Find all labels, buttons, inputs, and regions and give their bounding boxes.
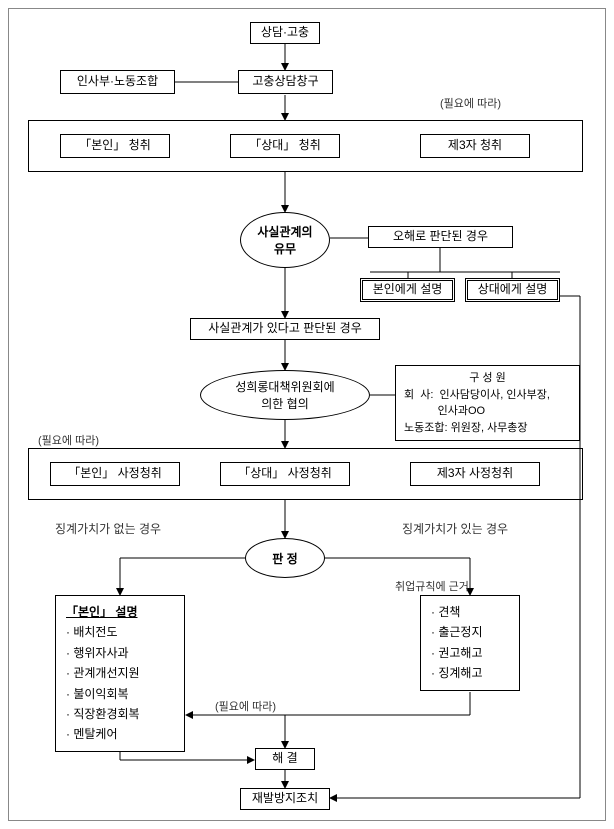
node-members: 구 성 원 회 사: 인사담당이사, 인사부장, 인사과OO 노동조합: 위원장… [395,365,580,441]
node-hr-union: 인사부·노동조합 [60,70,175,94]
note-need-3: (필요에 따라) [215,698,276,714]
node-committee: 성희롱대책위원회에 의한 협의 [200,370,370,420]
right-item: 권고해고 [431,643,509,663]
members-title: 구 성 원 [404,370,571,387]
node-explain-self: 본인에게 설명 [360,278,455,302]
left-item: 행위자사과 [66,643,174,663]
node-hear-third: 제3자 청취 [420,134,530,158]
note-need-2: (필요에 따라) [38,432,99,448]
left-item: 불이익회복 [66,684,174,704]
node-left-actions: 「본인」 설명 배치전도 행위자사과 관계개선지원 불이익회복 직장환경회복 멘… [55,595,185,752]
node-sit-other: 「상대」 사정청취 [220,462,350,486]
note-need-1: (필요에 따라) [440,95,501,111]
node-sit-third: 제3자 사정청취 [410,462,540,486]
left-item: 직장환경회복 [66,704,174,724]
node-hear-self: 「본인」 청취 [60,134,170,158]
node-hear-other: 「상대」 청취 [230,134,340,158]
node-start: 상담·고충 [250,22,320,44]
node-fact: 사실관계의 유무 [240,212,330,268]
node-judge: 판 정 [245,538,325,578]
left-title: 「본인」 설명 [66,602,174,622]
node-resolve: 해 결 [255,748,315,770]
right-item: 출근정지 [431,622,509,642]
node-explain-other: 상대에게 설명 [465,278,560,302]
left-item: 멘탈케어 [66,724,174,744]
left-item: 배치전도 [66,622,174,642]
node-prevent: 재발방지조치 [240,788,330,810]
node-counsel: 고충상담창구 [238,70,333,94]
node-fact-yes: 사실관계가 있다고 판단된 경우 [190,318,380,340]
members-union: 노동조합: 위원장, 사무총장 [404,420,571,437]
right-item: 징계해고 [431,663,509,683]
label-no-discipline: 징계가치가 없는 경우 [55,520,161,537]
right-item: 견책 [431,602,509,622]
label-yes-discipline: 징계가치가 있는 경우 [402,520,508,537]
members-company: 회 사: 인사담당이사, 인사부장, 인사과OO [404,387,571,420]
node-right-actions: 견책 출근정지 권고해고 징계해고 [420,595,520,691]
node-misjudge: 오해로 판단된 경우 [368,226,513,248]
node-sit-self: 「본인」 사정청취 [50,462,180,486]
left-item: 관계개선지원 [66,663,174,683]
label-work-rule: 취업규칙에 근거 [395,578,469,594]
